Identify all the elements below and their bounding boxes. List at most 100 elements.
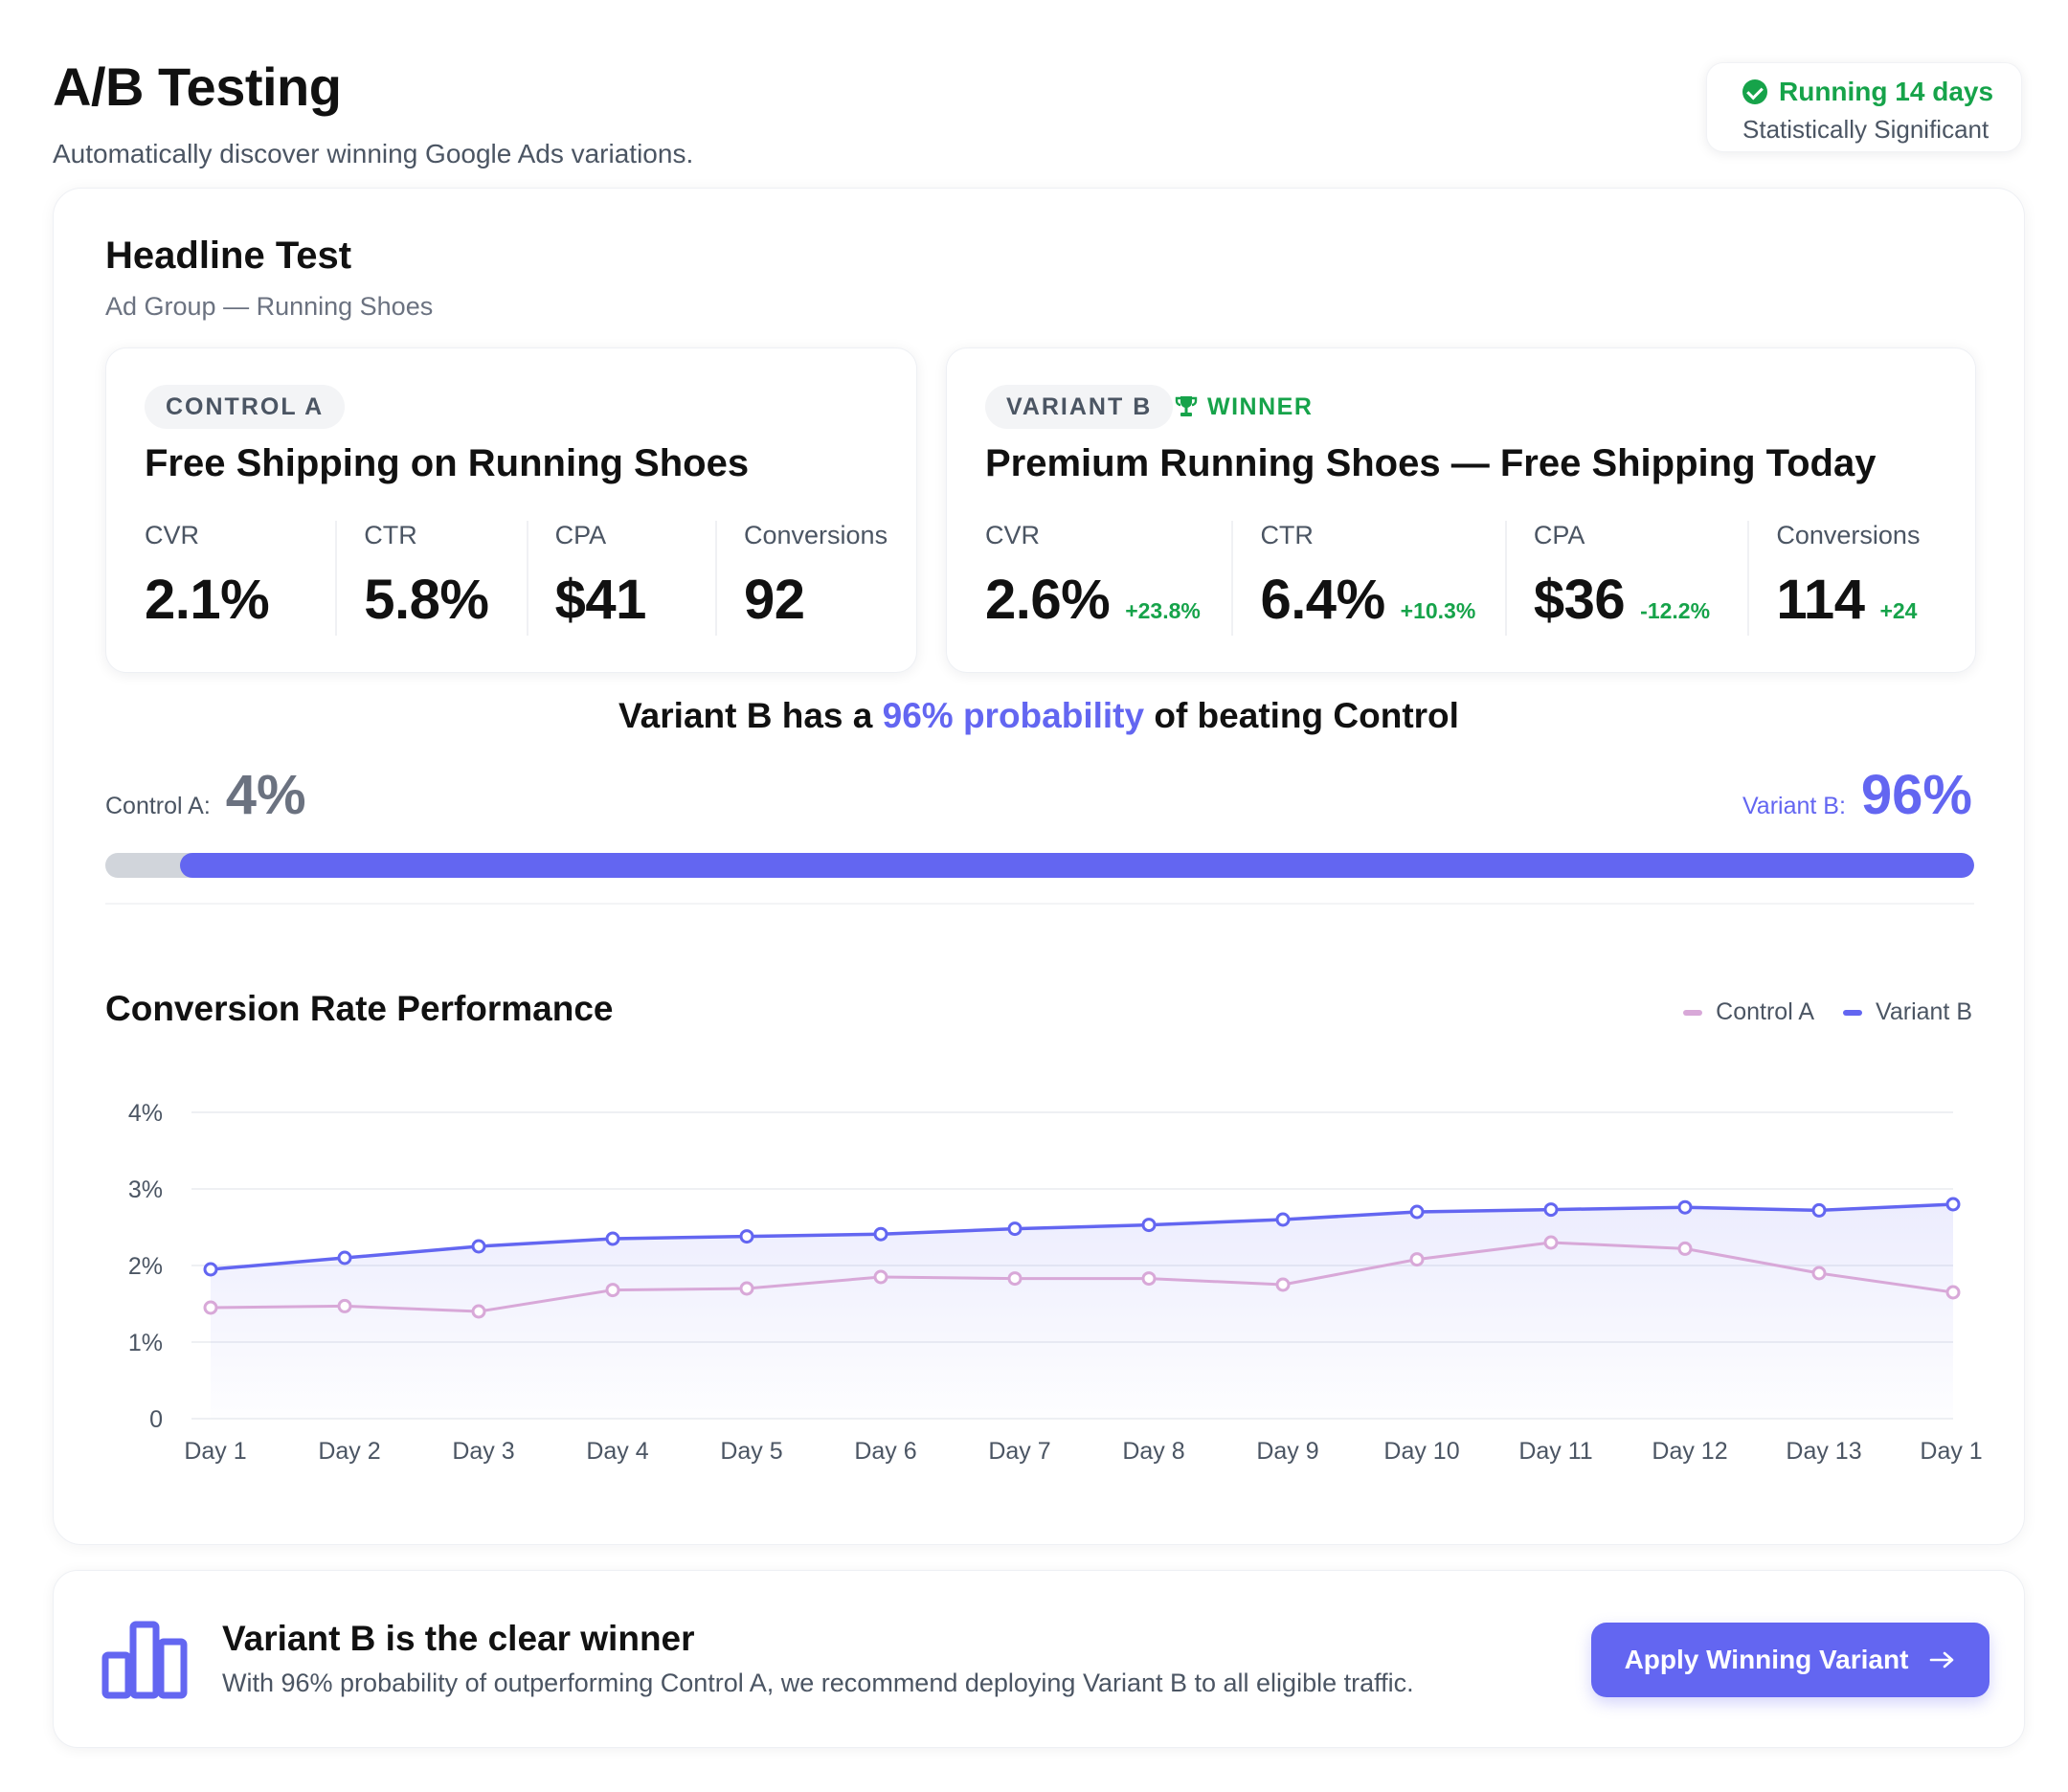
control-probability-label: Control A: — [105, 793, 211, 819]
check-circle-icon — [1742, 79, 1767, 104]
control-metric-cvr: CVR 2.1% — [145, 521, 335, 636]
test-card: Headline Test Ad Group — Running Shoes C… — [53, 188, 2025, 1545]
variant-series-line — [210, 1202, 1954, 1271]
probability-heading-pre: Variant B has a — [618, 696, 883, 735]
variant-data-point — [1275, 1212, 1291, 1227]
metric-label: CPA — [554, 521, 607, 549]
variant-data-point — [1409, 1204, 1425, 1220]
x-tick-label: Day 3 — [452, 1438, 514, 1465]
control-metric-cpa: CPA $41 — [526, 521, 715, 636]
trophy-icon — [1175, 396, 1198, 416]
apply-button-label: Apply Winning Variant — [1624, 1645, 1909, 1674]
conversion-rate-chart: 0 1% 2% 3% 4% Day 1 Day 2 Day 3 Day 4 Day 5 Day 6 D… — [128, 1100, 1982, 1465]
y-tick-label: 4% — [128, 1100, 163, 1127]
x-tick-label: Day 8 — [1122, 1438, 1184, 1465]
x-tick-label: Day 5 — [720, 1438, 782, 1465]
control-data-point — [1811, 1266, 1827, 1281]
recommendation-text: With 96% probability of outperforming Co… — [222, 1669, 1414, 1697]
control-data-point — [1677, 1241, 1693, 1256]
page-header: A/B Testing Automatically discover winni… — [53, 56, 693, 169]
control-metrics: CVR 2.1% CTR 5.8% CPA $41 Conversions 92 — [145, 521, 888, 636]
metric-label: CVR — [985, 521, 1041, 549]
variant-metric-ctr: CTR 6.4% +10.3% — [1231, 521, 1504, 636]
control-data-point — [739, 1281, 754, 1296]
control-headline: Free Shipping on Running Shoes — [145, 442, 750, 484]
control-probability-value: 4% — [225, 764, 306, 826]
metric-value: 6.4% — [1260, 569, 1385, 631]
metric-value: 114 — [1776, 569, 1865, 631]
metric-label: CVR — [145, 521, 200, 549]
x-tick-label: Day 11 — [1518, 1438, 1592, 1465]
control-data-point — [1275, 1277, 1291, 1292]
metric-label: CTR — [364, 521, 417, 549]
metric-value: 2.6% — [985, 569, 1111, 631]
control-data-point — [1945, 1285, 1961, 1300]
variant-data-point — [337, 1250, 352, 1266]
y-tick-label: 2% — [128, 1253, 163, 1280]
control-data-point — [1409, 1252, 1425, 1267]
legend-swatch — [1683, 1009, 1703, 1016]
test-title: Headline Test — [105, 235, 352, 277]
control-data-point — [605, 1283, 620, 1298]
x-tick-label: Day 4 — [586, 1438, 648, 1465]
page-title: A/B Testing — [53, 56, 342, 117]
x-tick-label: Day 6 — [854, 1438, 916, 1465]
control-data-point — [203, 1300, 218, 1315]
legend-label: Variant B — [1876, 998, 1972, 1025]
x-tick-label: Day 7 — [988, 1438, 1050, 1465]
x-tick-label: Day 1 — [184, 1438, 246, 1465]
control-data-point — [1141, 1271, 1157, 1287]
status-line: Running 14 days — [1742, 77, 1993, 107]
metric-value: 2.1% — [145, 569, 270, 631]
recommendation-title: Variant B is the clear winner — [222, 1619, 695, 1658]
control-metric-conversions: Conversions 92 — [715, 521, 888, 636]
variant-data-point — [873, 1226, 888, 1242]
control-card: CONTROL A Free Shipping on Running Shoes… — [105, 347, 917, 673]
metric-delta: -12.2% — [1640, 598, 1711, 623]
apply-winning-variant-button[interactable]: Apply Winning Variant — [1591, 1623, 1989, 1697]
winner-badge: WINNER — [1175, 385, 1313, 429]
metric-delta: +10.3% — [1400, 598, 1476, 623]
x-tick-label: Day 9 — [1256, 1438, 1318, 1465]
metric-value: $41 — [554, 569, 647, 631]
metric-value: 5.8% — [364, 569, 489, 631]
winner-label: WINNER — [1207, 393, 1314, 420]
variant-metric-cvr: CVR 2.6% +23.8% — [985, 521, 1231, 636]
probability-bar-variant-fill — [180, 853, 1974, 878]
control-data-point — [1543, 1235, 1559, 1250]
control-data-point — [1007, 1271, 1023, 1287]
metric-label: CPA — [1533, 521, 1585, 549]
control-data-point — [337, 1298, 352, 1313]
variant-probability: Variant B: 96% — [1742, 763, 1972, 827]
variant-probability-value: 96% — [1860, 764, 1972, 826]
divider — [105, 903, 1974, 905]
variant-metrics: CVR 2.6% +23.8% CTR 6.4% +10.3% CPA $36 … — [985, 521, 1937, 636]
metric-value: $36 — [1533, 569, 1626, 631]
y-tick-label: 0 — [149, 1406, 163, 1433]
variant-data-point — [1007, 1221, 1023, 1237]
y-tick-label: 3% — [128, 1176, 163, 1203]
probability-bar — [105, 853, 1974, 878]
probability-heading-post: of beating Control — [1144, 696, 1459, 735]
metric-label: Conversions — [1776, 521, 1921, 549]
legend-swatch — [1843, 1009, 1863, 1016]
recommendation-card: Variant B is the clear winner With 96% p… — [53, 1570, 2025, 1748]
metric-delta: +23.8% — [1125, 598, 1201, 623]
metric-label: CTR — [1260, 521, 1314, 549]
variant-card: VARIANT B WINNER Premium Running Shoes —… — [946, 347, 1976, 673]
status-sublabel: Statistically Significant — [1742, 115, 1989, 144]
variant-probability-label: Variant B: — [1742, 793, 1846, 819]
x-tick-label: Day 13 — [1786, 1438, 1861, 1465]
control-metric-ctr: CTR 5.8% — [335, 521, 526, 636]
variant-data-point — [739, 1229, 754, 1244]
variant-data-point — [1677, 1199, 1693, 1215]
control-probability: Control A: 4% — [105, 763, 306, 827]
variant-metric-cpa: CPA $36 -12.2% — [1504, 521, 1748, 636]
test-subtitle: Ad Group — Running Shoes — [105, 292, 434, 321]
variant-data-point — [1543, 1202, 1559, 1218]
chart-title: Conversion Rate Performance — [105, 989, 614, 1028]
variant-metric-conversions: Conversions 114 +24 — [1747, 521, 1937, 636]
probability-highlight: 96% probability — [882, 696, 1145, 735]
control-tag: CONTROL A — [145, 385, 346, 429]
variant-area — [211, 1204, 1953, 1419]
